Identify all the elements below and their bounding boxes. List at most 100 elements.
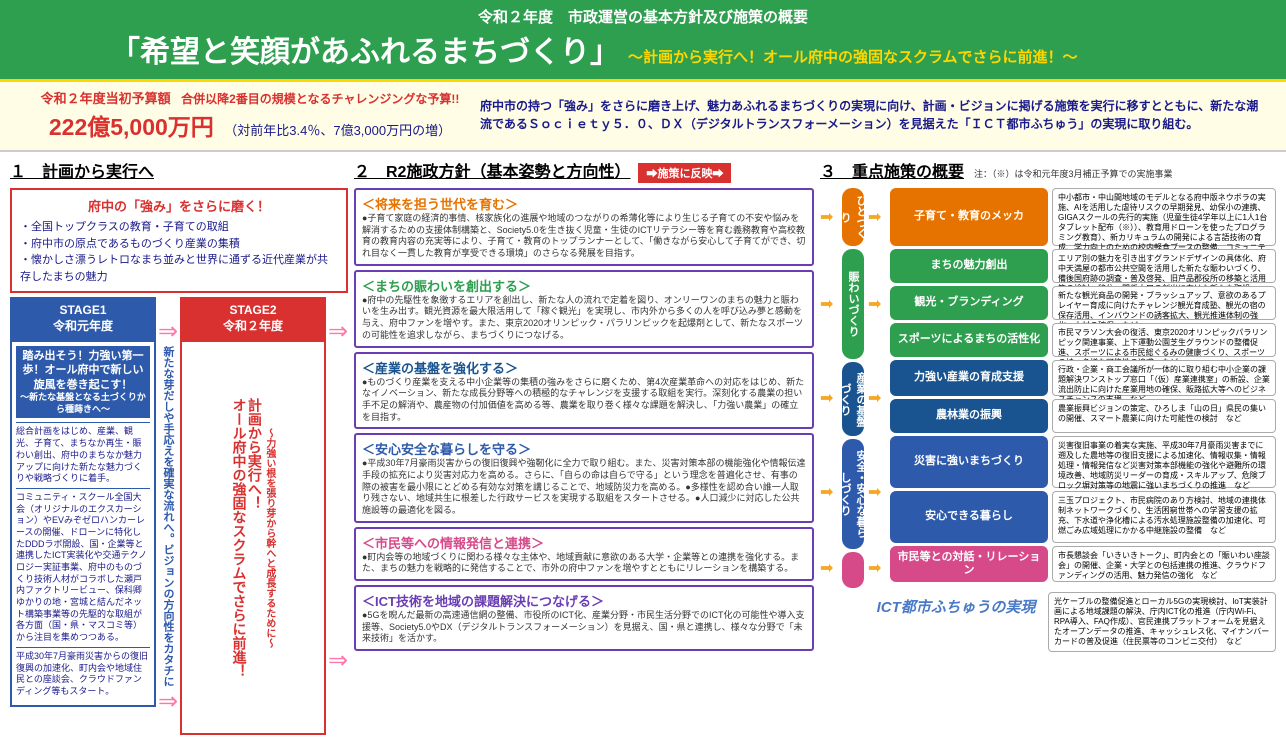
stage1-body: 踏み出そう！力強い第一歩！オール府中で新しい旋風を巻き起こす！ ～新たな基盤とな… [10,340,156,706]
policy-title: ＜まちの賑わいを創出する＞ [362,276,806,295]
stage2: STAGE2 令和２年度 計画から実行へ！ オール府中の強固なスクラムでさらに前… [180,297,326,735]
section1-title: １ 計画から実行へ [10,158,348,182]
theme-pill: 災害に強いまちづくり [890,436,1048,488]
arrow-icon: ⇒ [328,646,348,675]
strength-item: ・全国トップクラスの教育・子育ての取組 [20,219,338,236]
header-title-row: 「希望と笑顔があふれるまちづくり」 ～計画から実行へ！オール府中の強固なスクラム… [20,27,1266,71]
stage2-body: 計画から実行へ！ オール府中の強固なスクラムでさらに前進！ ～力強い根を張り芽か… [180,340,326,735]
main-area: １ 計画から実行へ 府中の「強み」をさらに磨く！ ・全国トップクラスの教育・子育… [0,152,1286,745]
section2-title: ２ R2施政方針（基本姿勢と方向性） [354,158,630,182]
policy-body: ●町内会等の地域づくりに関わる様々な主体や、地域貢献に意欲のある大学・企業等との… [362,552,806,575]
desc-box: 災害復旧事業の着実な実施、平成30年7月豪雨災害までに遡及した農地等の復旧支援に… [1052,436,1276,488]
category-tag: 産業の基盤づくり [842,362,864,436]
vert-text-red-sub: ～力強い根を張り芽から幹へと成長するために～ [264,428,275,648]
desc-box: 市長懇談会「いきいきトーク」、町内会との「賑いわい座談会」の開催、企業・大学との… [1052,546,1276,582]
policy-body: ●府中の先駆性を象徴するエリアを創出し、新たな人の流れで定着を図り、オンリーワン… [362,295,806,342]
desc-box: 市民マラソン大会の復活、東京2020オリンピックパラリンピック関連事業、上下運動… [1052,323,1276,357]
category-tag: 賑わいづくり [842,249,864,359]
budget-row: 令和２年度当初予算額 合併以降2番目の規模となるチャレンジングな予算!! 222… [0,82,1286,152]
budget-label: 令和２年度当初予算額 [41,91,171,106]
budget-left: 令和２年度当初予算額 合併以降2番目の規模となるチャレンジングな予算!! 222… [20,88,480,142]
strength-item: ・府中市の原点であるものづくり産業の集積 [20,236,338,253]
category-strip: ひとづくり賑わいづくり産業の基盤づくり安全・安心な暮らしづくり [842,188,864,588]
budget-right: 府中市の持つ「強み」をさらに磨き上げ、魅力あふれるまちづくりの実現に向け、計画・… [480,97,1266,133]
arrows-left: ➡➡➡➡➡ [820,188,838,588]
policies-container: ＜将来を担う世代を育む＞●子育て家庭の経済的事情、核家族化の進展や地域のつながり… [354,188,814,651]
stage1-body-title: 踏み出そう！力強い第一歩！オール府中で新しい旋風を巻き起こす！ ～新たな基盤とな… [16,346,150,418]
section3-title: ３ 重点施策の概要 [820,158,964,182]
header-supertitle: 令和２年度 市政運営の基本方針及び施策の概要 [20,6,1266,27]
arrow-icon: ➡ [868,250,886,360]
theme-pill: スポーツによるまちの活性化 [890,323,1048,357]
theme-pill: 観光・ブランディング [890,286,1048,320]
vert-text-1: 新たな芽だしや手応えを確実な流れへ。ビジョンの方向性をカタチに [162,346,174,687]
stage2-head: STAGE2 令和２年度 [180,297,326,340]
arrow-icon: ⇒ [158,317,178,346]
strength-item: ・懐かしさ漂うレトロなまち並みと世界に通ずる近代産業が共存したまちの魅力 [20,252,338,285]
desc-box: 新たな観光商品の開発・ブラッシュアップ、意欲のあるプレイヤー育成に向けたチャレン… [1052,286,1276,320]
stage1-item: 平成30年7月豪雨災害からの復旧復興の加速化、町内会や地域住民との座談会、クラウ… [16,647,150,701]
strengths-box: 府中の「強み」をさらに磨く！ ・全国トップクラスの教育・子育ての取組 ・府中市の… [10,188,348,293]
theme-pill: 力強い産業の育成支援 [890,360,1048,396]
arrow-col-2: ⇒ ⇒ [328,297,348,735]
arrow-icon: ➡ [820,438,838,548]
arrow-col-1: ⇒ 新たな芽だしや手応えを確実な流れへ。ビジョンの方向性をカタチに ⇒ [158,297,178,735]
budget-note: 合併以降2番目の規模となるチャレンジングな予算!! [181,92,459,106]
policy-box: ＜将来を担う世代を育む＞●子育て家庭の経済的事情、核家族化の進展や地域のつながり… [354,188,814,266]
desc-box: 農業振興ビジョンの策定、ひろしま「山の日」県民の集いの開催、スマート農業に向けた… [1052,399,1276,433]
section-1: １ 計画から実行へ 府中の「強み」をさらに磨く！ ・全国トップクラスの教育・子育… [10,158,348,735]
stage1-body-title-text: 踏み出そう！力強い第一歩！オール府中で新しい旋風を巻き起こす！ [23,350,144,391]
section3-note: 注：（※）は令和元年度3月補正予算での実施事業 [974,167,1173,180]
policy-box: ＜安心安全な暮らしを守る＞●平成30年7月豪雨災害からの復旧復興や強靭化に全力で… [354,433,814,522]
policy-title: ＜産業の基盤を強化する＞ [362,358,806,377]
budget-amount: 222億5,000万円 [49,114,214,140]
arrow-icon: ➡ [868,551,886,587]
desc-box: エリア別の魅力を引き出すグランドデザインの具体化、府中天満屋の都市公共空間を活用… [1052,249,1276,283]
section-3: ３ 重点施策の概要 注：（※）は令和元年度3月補正予算での実施事業 ➡➡➡➡➡ … [820,158,1276,735]
arrow-icon: ➡ [820,551,838,587]
policy-box: ＜産業の基盤を強化する＞●ものづくり産業を支える中小企業等の集積の強みをさらに磨… [354,352,814,430]
arrow-icon: ➡ [820,362,838,436]
category-tag: ひとづくり [842,188,864,246]
stage1-body-subtitle: ～新たな基盤となる土づくりから種蒔きへ～ [19,392,147,415]
arrow-icon: ⇒ [328,317,348,346]
strengths-list: ・全国トップクラスの教育・子育ての取組 ・府中市の原点であるものづくり産業の集積… [20,219,338,285]
theme-pill: 農林業の振興 [890,399,1048,433]
policy-title: ＜将来を担う世代を育む＞ [362,194,806,213]
section3-grid: ➡➡➡➡➡ ひとづくり賑わいづくり産業の基盤づくり安全・安心な暮らしづくり ➡➡… [820,188,1276,588]
arrow-icon: ➡ [868,362,886,436]
policy-box: ＜ICT技術を地域の課題解決につなげる＞●5Gを睨んだ最新の高速通信網の整備、市… [354,585,814,651]
strengths-title: 府中の「強み」をさらに磨く！ [20,196,338,215]
stages-row: STAGE1 令和元年度 踏み出そう！力強い第一歩！オール府中で新しい旋風を巻き… [10,297,348,735]
category-tag: 安全・安心な暮らしづくり [842,439,864,549]
arrow-icon: ➡ [868,438,886,548]
stage1-item: コミュニティ・スクール全国大会（オリジナルのエクスカーション）やEVみぞゼロハン… [16,488,150,647]
desc-box: 三玉プロジェクト、市民病院のあり方検討、地域の連携体制ネットワークづくり、生活困… [1052,491,1276,543]
policy-title: ＜安心安全な暮らしを守る＞ [362,439,806,458]
header-title: 「希望と笑顔があふれるまちづくり」 [110,27,620,71]
stage1: STAGE1 令和元年度 踏み出そう！力強い第一歩！オール府中で新しい旋風を巻き… [10,297,156,735]
ict-desc: 光ケーブルの整備促進とローカル5Gの実現検討、IoT実装計画による地域課題の解決… [1048,592,1276,652]
descs-col: 中小都市・中山間地域のモデルとなる府中版ネウボラの実施、AIを活用した虐待リスク… [1052,188,1276,588]
section2-head-row: ２ R2施政方針（基本姿勢と方向性） ➡施策に反映➡ [354,158,814,188]
theme-pill: 子育て・教育のメッカ [890,188,1048,246]
header-subtitle: ～計画から実行へ！オール府中の強固なスクラムでさらに前進！～ [628,46,1078,67]
category-tag [842,552,864,588]
arrow-icon: ➡ [820,250,838,360]
policy-body: ●平成30年7月豪雨災害からの復旧復興や強靭化に全力で取り組む。また、災害対策本… [362,458,806,516]
arrow-icon: ➡ [868,189,886,247]
policy-box: ＜市民等への情報発信と連携＞●町内会等の地域づくりに関わる様々な主体や、地域貢献… [354,527,814,581]
theme-pill: 安心できる暮らし [890,491,1048,543]
theme-pill: 市民等との対話・リレーション [890,546,1048,582]
policy-title: ＜ICT技術を地域の課題解決につなげる＞ [362,591,806,610]
policy-title: ＜市民等への情報発信と連携＞ [362,533,806,552]
arrows-right: ➡➡➡➡➡ [868,188,886,588]
policy-body: ●ものづくり産業を支える中小企業等の集積の強みをさらに磨くため、第4次産業革命へ… [362,377,806,424]
reflect-badge: ➡施策に反映➡ [638,163,731,183]
header: 令和２年度 市政運営の基本方針及び施策の概要 「希望と笑顔があふれるまちづくり」… [0,0,1286,82]
theme-pill: まちの魅力創出 [890,249,1048,283]
policy-box: ＜まちの賑わいを創出する＞●府中の先駆性を象徴するエリアを創出し、新たな人の流れ… [354,270,814,348]
policy-body: ●子育て家庭の経済的事情、核家族化の進展や地域のつながりの希薄化等により生じる子… [362,213,806,260]
desc-box: 中小都市・中山間地域のモデルとなる府中版ネウボラの実施、AIを活用した虐待リスク… [1052,188,1276,246]
ict-theme: ICT都市ふちゅうの実現 [868,596,1044,652]
